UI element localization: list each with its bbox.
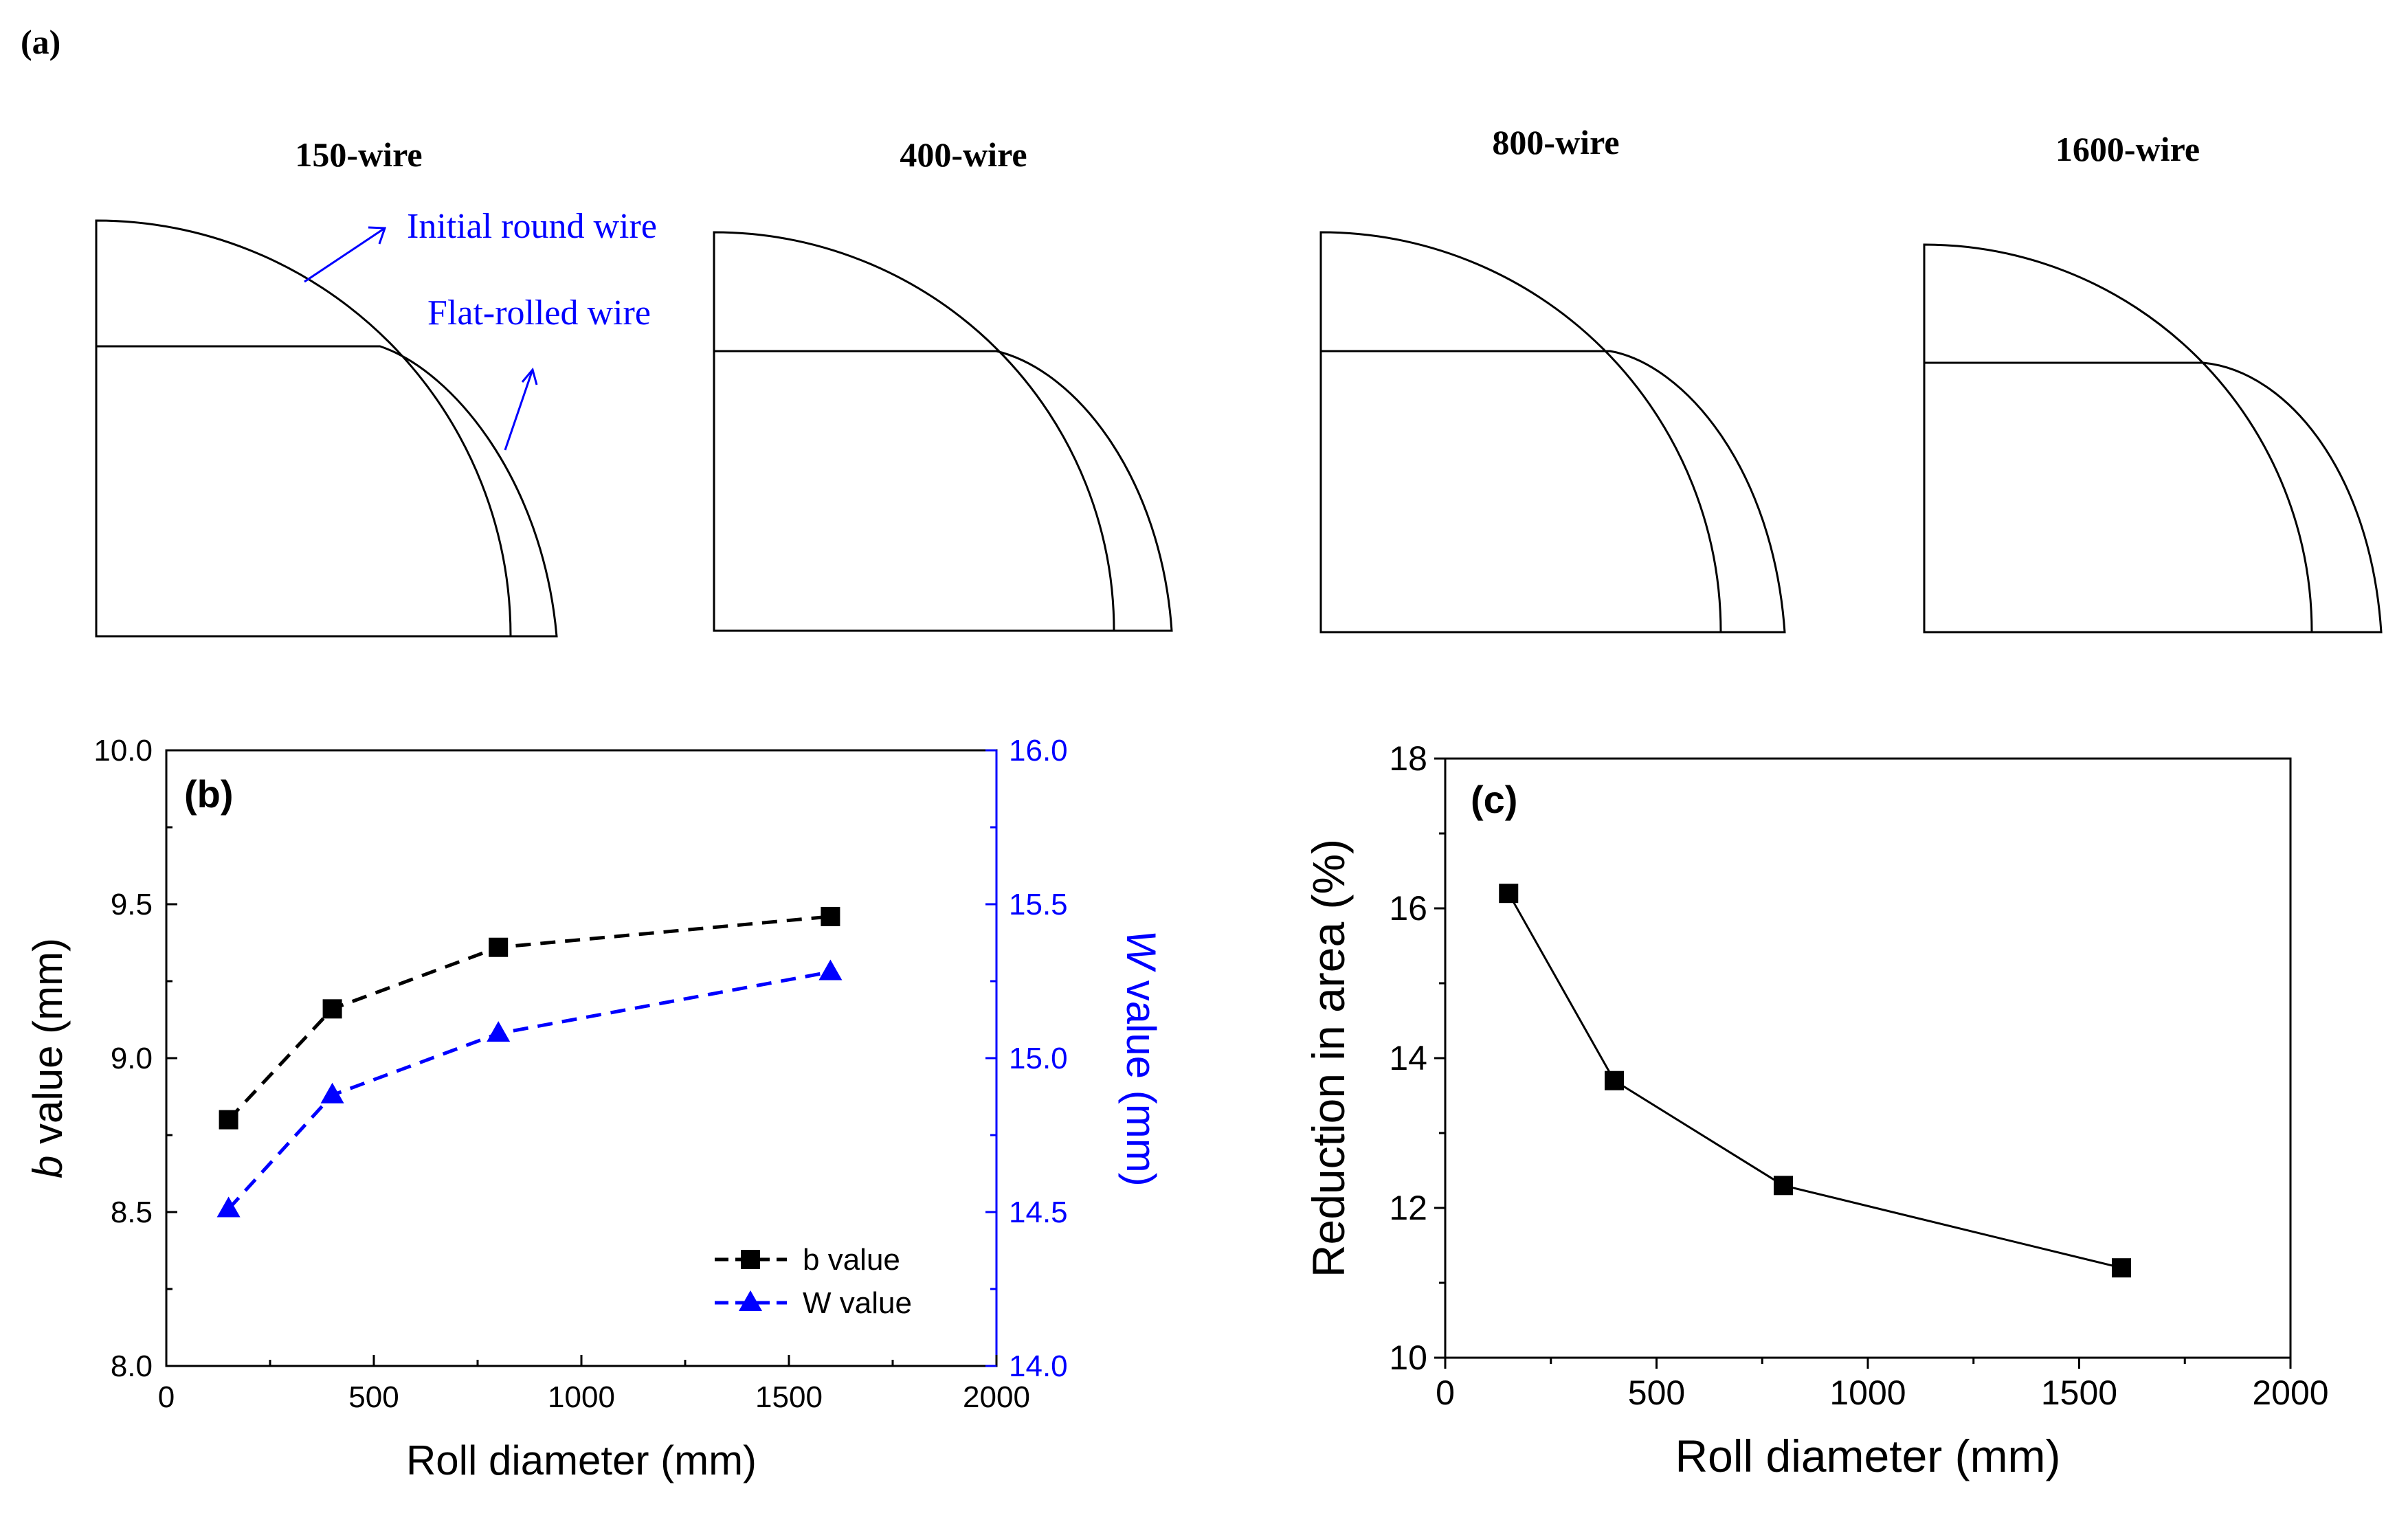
chart-b-xtick-label: 500 (348, 1380, 399, 1414)
chart-c: (c) Roll diameter (mm) Reduction in area… (1303, 739, 2329, 1481)
chart-b-ytick-right-label: 15.0 (1009, 1042, 1068, 1075)
wire-profile-400 (713, 231, 1173, 632)
chart-c-ytick-label: 16 (1389, 889, 1427, 928)
chart-b-ticks: 0 500 1000 1500 2000 8.0 8.5 9.0 9.5 10.0 14.0 14.5… (93, 734, 1067, 1414)
wire-profile-150 (95, 219, 558, 638)
chart-b-xtick-label: 1500 (755, 1380, 823, 1414)
chart-b-ylabel-right-rest: value (mm) (1118, 969, 1164, 1187)
chart-b-ytick-right-label: 16.0 (1009, 734, 1068, 767)
chart-b-ytick-right-label: 14.5 (1009, 1196, 1068, 1229)
flat-rolled-wire-outline-1600 (1923, 361, 2383, 634)
flat-rolled-wire-outline-800 (1319, 350, 1786, 634)
chart-b-ytick-label: 9.5 (111, 888, 153, 921)
chart-c-xlabel: Roll diameter (mm) (1675, 1431, 2060, 1481)
chart-b-point-b-value (489, 937, 509, 957)
panel-a-label: (a) (21, 23, 60, 61)
chart-b-ytick-label: 8.0 (111, 1349, 153, 1383)
chart-b-ytick-label: 9.0 (111, 1042, 153, 1075)
annotation-flat-text: Flat-rolled wire (427, 293, 651, 333)
chart-c-ytick-label: 14 (1389, 1039, 1427, 1077)
chart-c-xtick-label: 0 (1436, 1374, 1455, 1412)
flat-rolled-wire-outline-150 (95, 345, 558, 638)
chart-c-panel-label: (c) (1471, 778, 1517, 821)
chart-c-frame (1444, 757, 2292, 1359)
chart-b-point-w-value (320, 1082, 344, 1103)
chart-b-ylabel-italic: b (25, 1156, 71, 1178)
chart-b-point-b-value (219, 1110, 238, 1130)
chart-b-xtick-label: 0 (158, 1380, 175, 1414)
chart-b-marks (216, 906, 843, 1218)
chart-b-xtick-label: 1000 (548, 1380, 615, 1414)
initial-round-wire-outline-150 (95, 219, 512, 638)
chart-c-xtick-label: 500 (1628, 1374, 1685, 1412)
chart-c-marks (1499, 884, 2131, 1278)
chart-b-legend: b value W value (715, 1243, 912, 1320)
chart-b-ytick-label: 8.5 (111, 1196, 153, 1229)
chart-b-legend-w-value-marker (739, 1290, 762, 1311)
chart-b-point-w-value (818, 959, 843, 980)
wire-title-800: 800-wire (1492, 123, 1619, 161)
wire-title-150: 150-wire (295, 135, 422, 174)
chart-b-panel-label: (b) (184, 772, 234, 816)
chart-c-xtick-label: 1000 (1829, 1374, 1906, 1412)
chart-b-ytick-right-label: 15.5 (1009, 888, 1068, 921)
chart-b-point-w-value (487, 1021, 511, 1042)
initial-round-wire-outline-800 (1319, 231, 1722, 634)
chart-c-point (2112, 1258, 2131, 1278)
annotation-flat: Flat-rolled wire (427, 293, 651, 451)
chart-b-series-w-value-line (227, 970, 831, 1211)
chart-c-point (1605, 1071, 1624, 1090)
chart-b-xlabel: Roll diameter (mm) (406, 1437, 757, 1483)
chart-c-ytick-label: 10 (1389, 1338, 1427, 1377)
chart-c-xtick-label: 1500 (2041, 1374, 2117, 1412)
chart-b-ylabel: b value (mm) (25, 938, 71, 1178)
chart-c-series-line (1507, 893, 2122, 1269)
chart-b-ylabel-rest: value (mm) (25, 938, 71, 1156)
chart-b-legend-b-value-marker (741, 1250, 760, 1269)
chart-c-ytick-label: 18 (1389, 739, 1427, 778)
chart-b-point-b-value (322, 999, 342, 1019)
chart-b-point-w-value (216, 1196, 241, 1218)
chart-c-point (1774, 1176, 1793, 1196)
chart-b: (b) Roll diameter (mm) b value (mm) W va… (25, 734, 1164, 1483)
chart-c-ylabel: Reduction in area (%) (1303, 839, 1354, 1277)
initial-round-wire-outline-400 (713, 231, 1115, 632)
chart-c-ytick-label: 12 (1389, 1189, 1427, 1227)
chart-b-series-b-value-line (227, 915, 831, 1121)
chart-c-ticks: 0 500 1000 1500 2000 10 12 14 16 18 (1389, 739, 2328, 1412)
wire-title-1600: 1600-wire (2055, 130, 2200, 168)
chart-c-xtick-label: 2000 (2252, 1374, 2328, 1412)
chart-b-legend-b-value-label: b value (803, 1243, 900, 1277)
chart-b-point-b-value (821, 906, 840, 926)
chart-b-xtick-label: 2000 (963, 1380, 1030, 1414)
flat-rolled-wire-outline-400 (713, 350, 1173, 632)
panel-a: (a) 150-wire 400-wire 800-wire 1600-wire (21, 23, 2383, 638)
chart-b-ylabel-right: W value (mm) (1118, 930, 1164, 1186)
chart-b-legend-w-value-label: W value (803, 1286, 912, 1320)
wire-profile-800 (1319, 231, 1786, 634)
initial-round-wire-outline-1600 (1923, 243, 2313, 634)
chart-b-ytick-right-label: 14.0 (1009, 1349, 1068, 1383)
chart-c-point (1499, 884, 1519, 904)
chart-b-ytick-label: 10.0 (93, 734, 153, 767)
annotation-initial: Initial round wire (304, 207, 657, 283)
wire-title-400: 400-wire (900, 135, 1027, 174)
chart-b-ylabel-right-italic: W (1118, 930, 1164, 972)
wire-profile-1600 (1923, 243, 2383, 634)
annotation-initial-text: Initial round wire (407, 207, 657, 246)
